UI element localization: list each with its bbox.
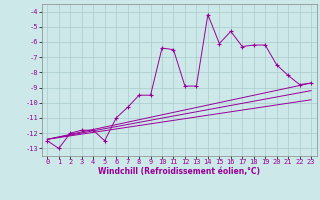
X-axis label: Windchill (Refroidissement éolien,°C): Windchill (Refroidissement éolien,°C) (98, 167, 260, 176)
